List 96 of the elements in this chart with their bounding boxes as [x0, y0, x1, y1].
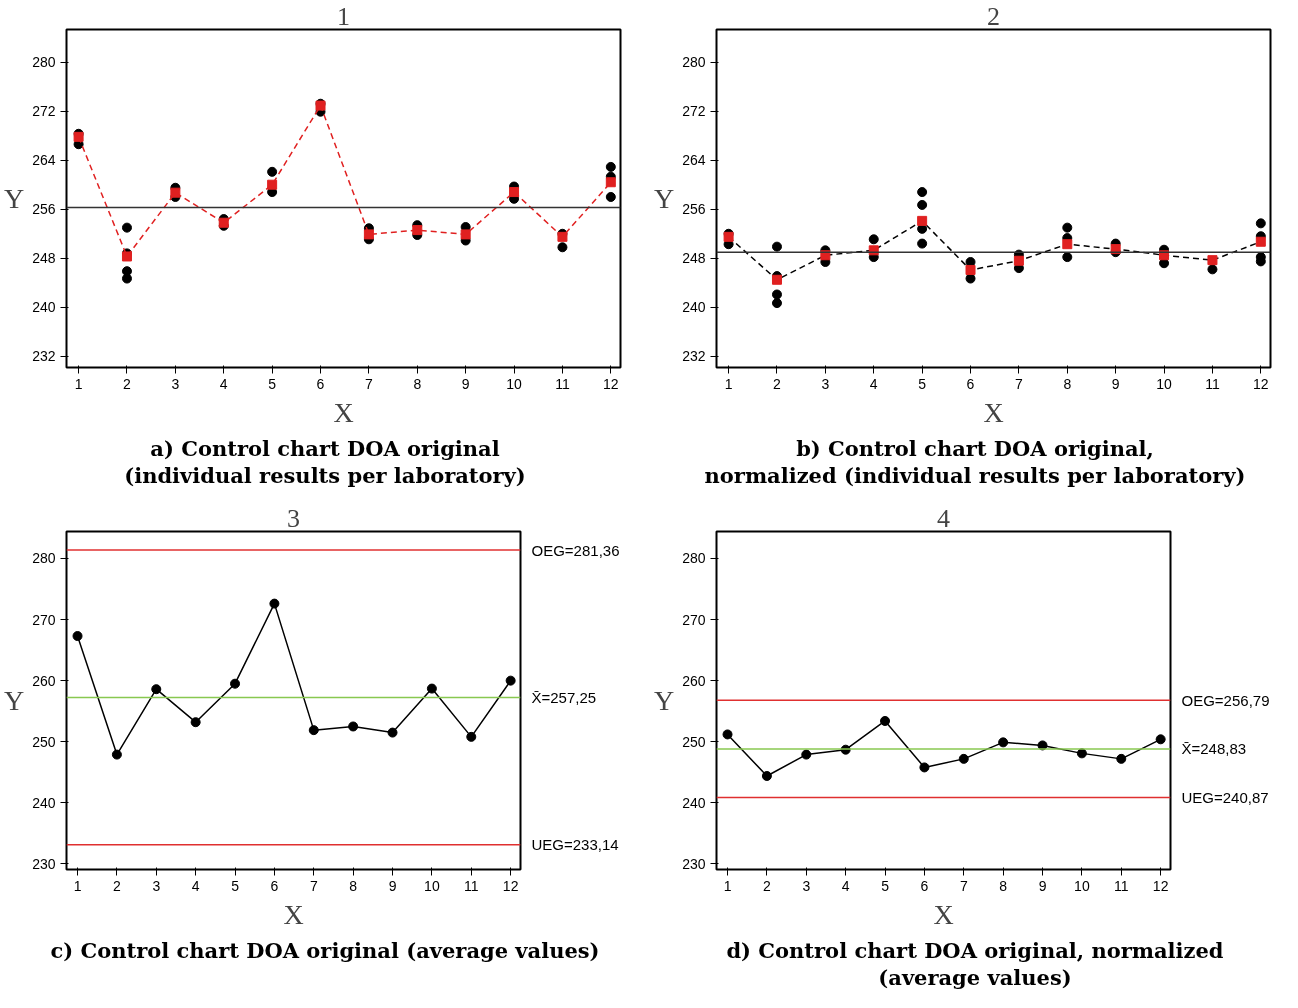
y-tick-label: 250: [32, 733, 56, 750]
x-tick-label: 10: [1074, 877, 1090, 894]
text: d) Control chart DOA original, normalized (average values): [725, 937, 1225, 992]
x-tick-label: 2: [763, 877, 772, 894]
ref-line-label: OEG=256,79: [1181, 691, 1270, 709]
x-tick-label: 6: [270, 877, 279, 894]
ref-line-label: UEG=240,87: [1181, 789, 1269, 807]
y-tick-label: 230: [682, 856, 706, 872]
x-tick-label: 8: [413, 375, 422, 392]
text: b) Control chart DOA original, normalized (individual results per laboratory): [703, 435, 1247, 490]
x-tick-label: 6: [966, 375, 975, 392]
chart-title: 1: [337, 1, 350, 31]
y-tick-label: 256: [682, 201, 706, 218]
x-tick-label: 8: [999, 877, 1008, 894]
x-tick-label: 9: [461, 375, 470, 392]
y-tick-label: 272: [682, 103, 706, 120]
y-tick-label: 240: [682, 299, 706, 316]
x-tick-label: 11: [1114, 877, 1129, 894]
y-tick-label: 272: [32, 103, 56, 120]
x-tick-label: 1: [74, 375, 83, 392]
x-tick-label: 1: [73, 877, 82, 894]
y-tick-label: 230: [32, 856, 56, 872]
x-tick-label: 3: [171, 375, 180, 392]
ref-line-label: X̄=257,25: [531, 688, 597, 706]
y-tick-label: 270: [32, 611, 56, 628]
y-tick-label: 232: [32, 348, 56, 365]
x-tick-label: 12: [1152, 877, 1169, 894]
x-tick-label: 2: [123, 375, 132, 392]
y-tick-label: 260: [682, 672, 706, 689]
x-tick-label: 7: [365, 375, 374, 392]
y-axis-title: Y: [3, 685, 25, 716]
x-tick-label: 6: [920, 877, 929, 894]
x-tick-label: 11: [464, 877, 479, 894]
y-tick-label: 270: [682, 611, 706, 628]
y-tick-label: 264: [32, 152, 56, 169]
x-tick-label: 4: [191, 877, 200, 894]
y-tick-label: 250: [682, 733, 706, 750]
x-tick-label: 5: [918, 375, 927, 392]
x-tick-label: 7: [1015, 375, 1024, 392]
y-tick-label: 260: [32, 672, 56, 689]
x-tick-label: 1: [724, 375, 733, 392]
x-tick-label: 9: [1111, 375, 1120, 392]
x-tick-label: 12: [502, 877, 519, 894]
y-tick-label: 240: [32, 299, 56, 316]
x-tick-label: 5: [881, 877, 890, 894]
x-tick-label: 11: [555, 375, 570, 392]
ref-line-label: X̄=248,83: [1181, 740, 1247, 758]
y-tick-label: 280: [32, 54, 56, 71]
x-tick-label: 10: [424, 877, 440, 894]
x-tick-label: 7: [959, 877, 968, 894]
x-tick-label: 3: [152, 877, 161, 894]
x-tick-label: 4: [841, 877, 850, 894]
ref-line-label: OEG=281,36: [531, 541, 620, 559]
x-axis-title: X: [283, 898, 304, 930]
x-tick-label: 1: [723, 877, 732, 894]
y-tick-label: 280: [682, 550, 706, 567]
y-axis-title: Y: [3, 183, 25, 214]
y-tick-label: 248: [682, 250, 706, 267]
y-tick-label: 264: [682, 152, 706, 169]
x-tick-label: 10: [506, 375, 523, 392]
chart-title: 3: [287, 503, 300, 533]
x-tick-label: 12: [603, 375, 619, 392]
y-tick-label: 256: [32, 201, 56, 218]
x-tick-label: 12: [1253, 375, 1269, 392]
x-tick-label: 8: [349, 877, 358, 894]
y-tick-label: 240: [682, 794, 706, 811]
text: c) Control chart DOA original (average values): [49, 937, 601, 965]
x-axis-title: X: [333, 396, 354, 428]
x-tick-label: 8: [1063, 375, 1072, 392]
y-tick-label: 248: [32, 250, 56, 267]
x-tick-label: 3: [821, 375, 830, 392]
x-tick-label: 4: [869, 375, 878, 392]
x-tick-label: 5: [231, 877, 240, 894]
text: a) Control chart DOA original (individual results per laboratory): [123, 435, 527, 490]
y-tick-label: 280: [32, 550, 56, 567]
ref-line-label: UEG=233,14: [531, 836, 619, 854]
x-axis-title: X: [983, 396, 1004, 428]
x-tick-label: 2: [773, 375, 782, 392]
x-tick-label: 9: [388, 877, 397, 894]
y-axis-title: Y: [653, 685, 675, 716]
chart-title: 2: [987, 1, 1000, 31]
x-tick-label: 11: [1205, 375, 1220, 392]
x-tick-label: 5: [268, 375, 277, 392]
x-axis-title: X: [933, 898, 954, 930]
y-tick-label: 240: [32, 794, 56, 811]
chart-title: 4: [937, 503, 950, 533]
y-tick-label: 232: [682, 348, 706, 365]
y-axis-title: Y: [653, 183, 675, 214]
x-tick-label: 7: [309, 877, 318, 894]
x-tick-label: 4: [219, 375, 228, 392]
x-tick-label: 10: [1156, 375, 1173, 392]
x-tick-label: 2: [113, 877, 122, 894]
x-tick-label: 9: [1038, 877, 1047, 894]
x-tick-label: 6: [316, 375, 325, 392]
y-tick-label: 280: [682, 54, 706, 71]
x-tick-label: 3: [802, 877, 811, 894]
